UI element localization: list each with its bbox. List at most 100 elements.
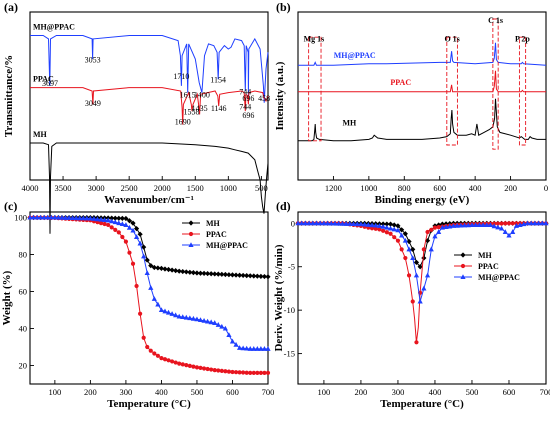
- series-line: [298, 70, 546, 93]
- data-point: [87, 215, 93, 221]
- panel-label: (c): [4, 199, 17, 213]
- data-point: [465, 222, 471, 228]
- data-point: [123, 239, 129, 244]
- x-axis-label: Wavenumber/cm⁻¹: [104, 194, 194, 206]
- series-line: [298, 98, 546, 142]
- data-point: [219, 368, 224, 373]
- data-point: [258, 273, 264, 279]
- peak-annotation: 1400: [194, 91, 210, 100]
- data-point: [476, 222, 482, 228]
- x-tick-label: 1500: [187, 183, 204, 193]
- legend-marker: [188, 231, 194, 237]
- data-point: [362, 221, 368, 227]
- data-point: [332, 220, 338, 226]
- data-point: [94, 216, 101, 222]
- data-point: [498, 225, 505, 231]
- y-tick-label: 80: [19, 250, 28, 260]
- data-point: [190, 315, 197, 321]
- data-point: [258, 370, 263, 376]
- data-point: [38, 214, 44, 220]
- data-point: [48, 214, 54, 220]
- data-point: [62, 215, 69, 220]
- peak-label: C 1s: [488, 16, 503, 25]
- data-point: [226, 272, 232, 278]
- peak-annotation: 696: [242, 111, 254, 120]
- peak-annotation: 744: [239, 87, 251, 96]
- data-point: [55, 214, 62, 220]
- data-point: [254, 273, 260, 279]
- data-point: [205, 318, 211, 324]
- data-point: [187, 269, 193, 275]
- data-point: [255, 370, 260, 376]
- peak-annotation: 3053: [85, 55, 101, 64]
- data-point: [388, 231, 393, 236]
- y-tick-label: 40: [19, 324, 28, 334]
- data-point: [45, 214, 51, 220]
- x-tick-label: 800: [398, 183, 411, 193]
- x-tick-label: 1200: [325, 183, 342, 193]
- data-point: [510, 221, 515, 226]
- x-tick-label: 100: [48, 387, 61, 397]
- data-point: [387, 225, 394, 231]
- x-tick-label: 700: [262, 387, 275, 397]
- data-point: [158, 307, 165, 313]
- peak-highlight-box: [518, 36, 527, 146]
- data-point: [310, 220, 316, 226]
- data-point: [406, 246, 412, 252]
- data-point: [244, 273, 250, 279]
- y-tick-label: 60: [19, 287, 28, 297]
- data-point: [495, 221, 500, 226]
- legend-label: PPAC: [206, 230, 227, 239]
- data-point: [402, 237, 408, 243]
- data-point: [91, 216, 97, 221]
- data-point: [380, 223, 386, 229]
- legend-marker: [188, 242, 194, 247]
- data-point: [410, 299, 415, 304]
- series-label: PPAC: [33, 75, 54, 84]
- data-point: [80, 215, 86, 221]
- data-point: [197, 270, 204, 276]
- series-mh-at-ppac: [30, 35, 269, 103]
- x-axis-label: Binding energy (eV): [375, 194, 470, 206]
- data-point: [265, 370, 271, 376]
- data-point: [155, 353, 160, 358]
- data-point: [77, 215, 83, 221]
- data-point: [391, 226, 397, 232]
- data-point: [176, 268, 182, 274]
- data-point: [506, 221, 512, 226]
- data-point: [248, 370, 253, 376]
- data-point: [443, 224, 449, 230]
- data-point: [187, 315, 193, 321]
- data-point: [208, 271, 214, 277]
- data-point: [491, 223, 497, 229]
- peak-annotation: 1710: [173, 72, 189, 81]
- data-point: [34, 214, 40, 220]
- data-point: [392, 235, 397, 240]
- x-tick-label: 3500: [55, 183, 72, 193]
- data-point: [535, 220, 542, 226]
- data-point: [215, 322, 221, 327]
- data-point: [165, 309, 172, 315]
- data-point: [123, 222, 129, 227]
- data-point: [130, 227, 136, 233]
- series-mh: [298, 98, 546, 142]
- series-ppac: [298, 70, 546, 93]
- data-point: [413, 272, 420, 278]
- x-axis-label: Temperature (°C): [380, 398, 464, 410]
- data-point: [141, 335, 146, 340]
- x-tick-label: 400: [469, 183, 482, 193]
- data-point: [421, 285, 427, 291]
- data-point: [384, 230, 389, 235]
- data-point: [229, 338, 236, 344]
- x-tick-label: 1000: [360, 183, 377, 193]
- data-point: [240, 272, 246, 279]
- data-point: [223, 369, 228, 374]
- series-label: MH: [33, 130, 48, 139]
- legend-label: MH@PPAC: [206, 241, 248, 250]
- peak-annotation: 1615: [180, 91, 196, 100]
- data-point: [395, 227, 401, 233]
- data-point: [377, 227, 382, 232]
- data-point: [208, 319, 214, 325]
- data-point: [458, 222, 464, 228]
- data-point: [421, 255, 427, 261]
